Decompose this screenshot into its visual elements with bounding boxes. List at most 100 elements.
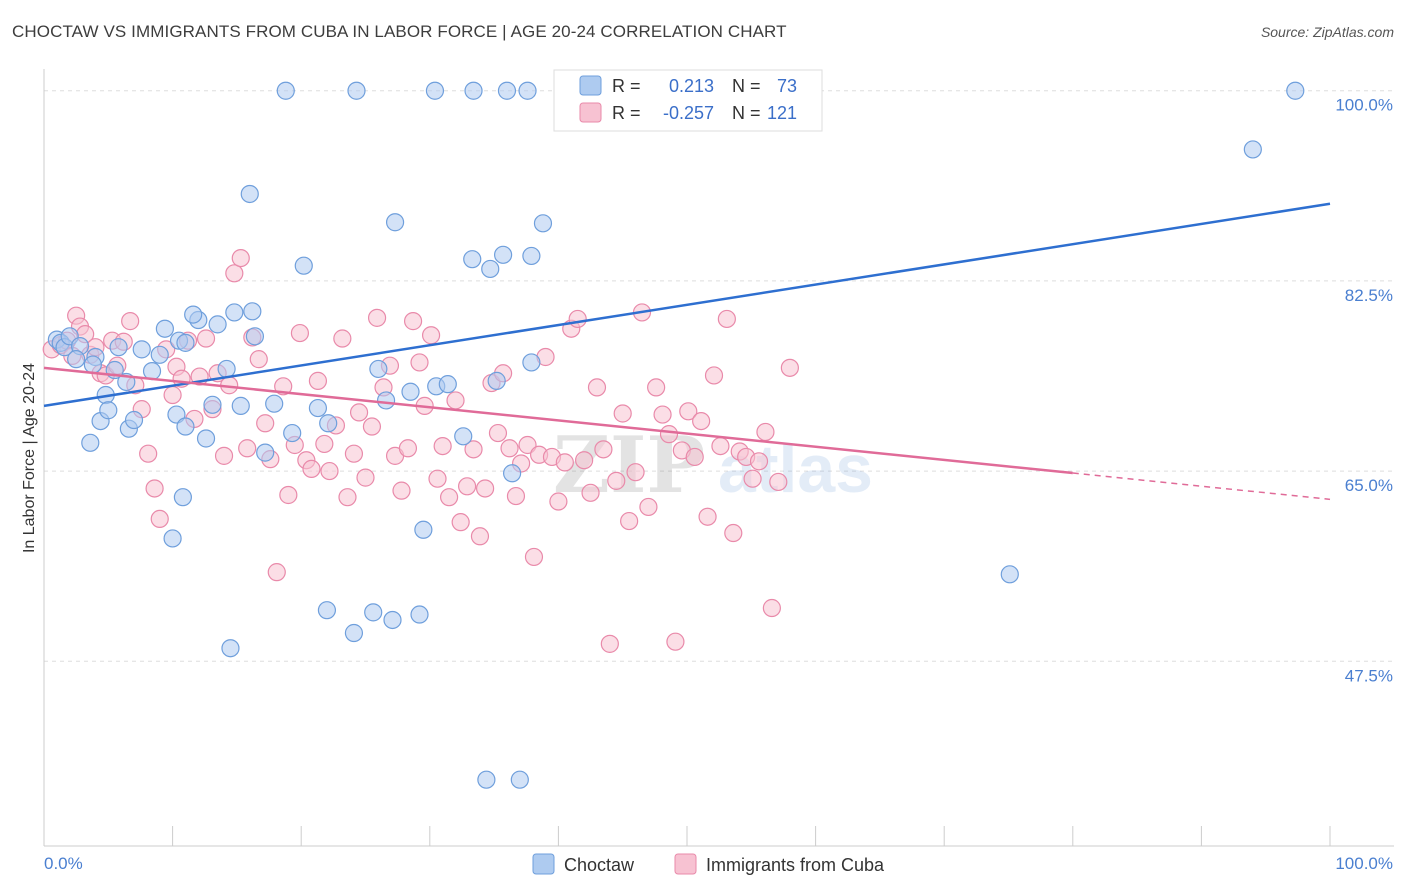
point-choctaw-5 — [67, 350, 86, 369]
point-cuba-120 — [769, 472, 788, 492]
point-choctaw-51 — [414, 520, 433, 539]
legend-n-value-cuba: 121 — [767, 103, 797, 123]
legend-top: R = 0.213 N = 73 R = -0.257 N = 121 — [553, 69, 823, 132]
source-label: Source: ZipAtlas.com — [1260, 24, 1394, 40]
point-choctaw-76 — [477, 770, 496, 789]
point-choctaw-54 — [438, 375, 457, 394]
x-tick-label-max: 100.0% — [1335, 854, 1393, 873]
point-cuba-48 — [320, 461, 339, 481]
legend-swatch-cuba — [579, 102, 602, 123]
trend-line-choctaw — [43, 202, 1331, 408]
point-choctaw-40 — [283, 423, 302, 443]
point-choctaw-32 — [217, 359, 236, 379]
point-choctaw-27 — [163, 529, 182, 548]
point-cuba-63 — [410, 353, 429, 372]
point-choctaw-30 — [203, 395, 222, 414]
point-choctaw-53 — [401, 382, 420, 401]
point-choctaw-48 — [376, 391, 396, 410]
legend-n-value-choctaw: 73 — [777, 76, 797, 96]
point-choctaw-77 — [510, 770, 529, 789]
point-choctaw-45 — [364, 603, 383, 622]
point-cuba-45 — [302, 459, 321, 479]
point-choctaw-68 — [425, 81, 445, 100]
x-tick-label-min: 0.0% — [44, 854, 83, 873]
point-cuba-50 — [333, 329, 352, 348]
point-choctaw-62 — [533, 214, 553, 233]
point-cuba-78 — [500, 439, 519, 458]
point-choctaw-39 — [265, 394, 284, 413]
point-cuba-73 — [470, 527, 490, 546]
point-choctaw-60 — [522, 246, 541, 266]
legend-n-label-choctaw: N = — [732, 76, 761, 96]
point-choctaw-36 — [256, 443, 275, 462]
point-cuba-47 — [315, 434, 334, 454]
point-choctaw-67 — [347, 81, 366, 100]
point-choctaw-46 — [383, 610, 402, 630]
point-cuba-17 — [139, 444, 158, 463]
point-choctaw-19 — [150, 345, 169, 364]
point-choctaw-57 — [494, 245, 513, 264]
point-cuba-91 — [581, 483, 600, 502]
point-choctaw-17 — [132, 340, 151, 359]
point-cuba-101 — [647, 378, 666, 397]
point-cuba-46 — [308, 371, 328, 390]
point-choctaw-59 — [454, 427, 473, 446]
series-immigrants-from-cuba — [42, 248, 799, 653]
point-cuba-52 — [344, 444, 364, 463]
point-cuba-33 — [231, 248, 250, 268]
point-choctaw-12 — [81, 433, 100, 452]
point-cuba-65 — [421, 326, 441, 345]
legend-bottom-label-choctaw: Choctaw — [564, 855, 635, 875]
point-cuba-43 — [290, 323, 310, 343]
legend-bottom-swatch-cuba — [674, 853, 697, 875]
x-ticks — [43, 826, 1331, 846]
legend-r-value-choctaw: 0.213 — [669, 76, 714, 96]
point-cuba-18 — [145, 479, 164, 498]
point-cuba-111 — [711, 436, 730, 456]
point-cuba-53 — [349, 403, 369, 422]
y-tick-label-2: 65.0% — [1345, 476, 1393, 495]
point-cuba-107 — [685, 447, 704, 467]
point-cuba-116 — [743, 469, 762, 488]
legend-bottom: Choctaw Immigrants from Cuba — [532, 853, 885, 875]
point-cuba-56 — [367, 308, 387, 327]
point-choctaw-58 — [487, 371, 506, 390]
point-cuba-54 — [356, 468, 375, 487]
axes — [43, 69, 1394, 847]
point-cuba-109 — [698, 507, 717, 526]
legend-r-value-cuba: -0.257 — [663, 103, 714, 123]
point-cuba-21 — [163, 385, 182, 405]
point-choctaw-26 — [196, 429, 216, 448]
point-cuba-87 — [555, 453, 574, 472]
point-choctaw-50 — [385, 213, 405, 232]
y-tick-label-3: 47.5% — [1345, 666, 1393, 685]
point-cuba-66 — [428, 469, 447, 488]
watermark-atlas: atlas — [718, 431, 873, 507]
point-cuba-39 — [267, 563, 286, 582]
trend-line-cuba — [43, 366, 1073, 475]
point-cuba-82 — [524, 547, 544, 567]
point-choctaw-65 — [221, 639, 240, 658]
point-cuba-37 — [256, 414, 275, 433]
point-choctaw-73 — [1243, 140, 1262, 159]
point-cuba-108 — [692, 411, 711, 431]
point-choctaw-35 — [245, 327, 265, 346]
y-tick-label-0: 100.0% — [1335, 96, 1393, 115]
point-cuba-41 — [279, 485, 298, 505]
point-choctaw-22 — [155, 319, 174, 338]
point-cuba-96 — [613, 404, 632, 423]
y-tick-labels: 100.0% 82.5% 65.0% 47.5% — [1335, 96, 1393, 686]
point-cuba-90 — [575, 451, 594, 470]
point-cuba-32 — [225, 264, 244, 283]
point-choctaw-38 — [294, 256, 313, 275]
point-cuba-76 — [488, 423, 508, 443]
point-cuba-14 — [121, 312, 140, 331]
point-choctaw-49 — [369, 359, 388, 379]
point-choctaw-61 — [503, 464, 522, 483]
point-cuba-103 — [659, 425, 679, 444]
point-cuba-27 — [196, 329, 216, 348]
watermark: ZIP atlas — [553, 420, 873, 511]
legend-bottom-swatch-choctaw — [532, 853, 555, 875]
point-cuba-117 — [749, 452, 769, 471]
point-choctaw-24 — [176, 417, 195, 436]
